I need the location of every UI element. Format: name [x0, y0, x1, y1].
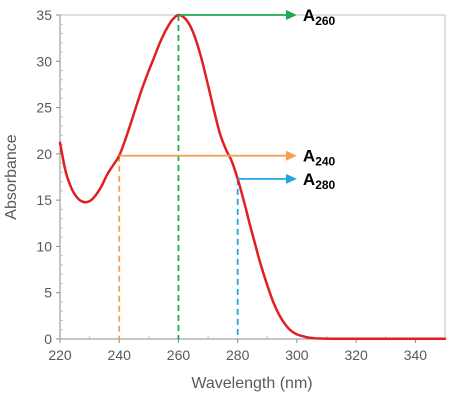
guide-lines	[118, 15, 239, 339]
label-main: A	[303, 6, 315, 25]
arrow-head-260	[285, 10, 297, 20]
x-axis-title: Wavelength (nm)	[191, 375, 312, 392]
x-tick-label: 220	[48, 347, 72, 363]
x-tick-label: 300	[285, 347, 309, 363]
label-subscript: 260	[315, 14, 335, 28]
y-tick-label: 25	[36, 100, 52, 116]
x-tick-label: 240	[108, 347, 132, 363]
y-tick-label: 30	[36, 53, 52, 69]
y-tick-label: 5	[44, 285, 52, 301]
y-tick-label: 0	[44, 331, 52, 347]
label-subscript: 240	[315, 155, 335, 169]
y-tick-label: 35	[36, 7, 52, 23]
label-subscript: 280	[315, 178, 335, 192]
y-axis-title: Absorbance	[3, 134, 20, 219]
label-main: A	[303, 170, 315, 189]
y-tick-label: 10	[36, 238, 52, 254]
x-tick-label: 320	[344, 347, 368, 363]
label-a280: A280	[303, 170, 336, 192]
y-axis-ticks: 0 5 10 15 20 25 30 35	[36, 7, 60, 347]
x-axis-ticks: 220 240 260 280 300 320 340	[48, 339, 427, 363]
arrow-head-280	[285, 173, 297, 184]
plot-frame	[59, 14, 446, 340]
absorbance-curve	[58, 13, 447, 341]
x-tick-label: 340	[404, 347, 428, 363]
arrow-head-240	[285, 150, 297, 161]
y-tick-label: 20	[36, 146, 52, 162]
x-tick-label: 280	[226, 347, 250, 363]
label-a240: A240	[303, 147, 336, 169]
annotation-arrows	[119, 10, 297, 184]
series-layer	[58, 13, 447, 341]
label-main: A	[303, 147, 315, 166]
label-a260: A260	[303, 6, 336, 28]
minor-ticks	[60, 23, 446, 339]
x-tick-label: 260	[167, 347, 191, 363]
y-tick-label: 15	[36, 192, 52, 208]
